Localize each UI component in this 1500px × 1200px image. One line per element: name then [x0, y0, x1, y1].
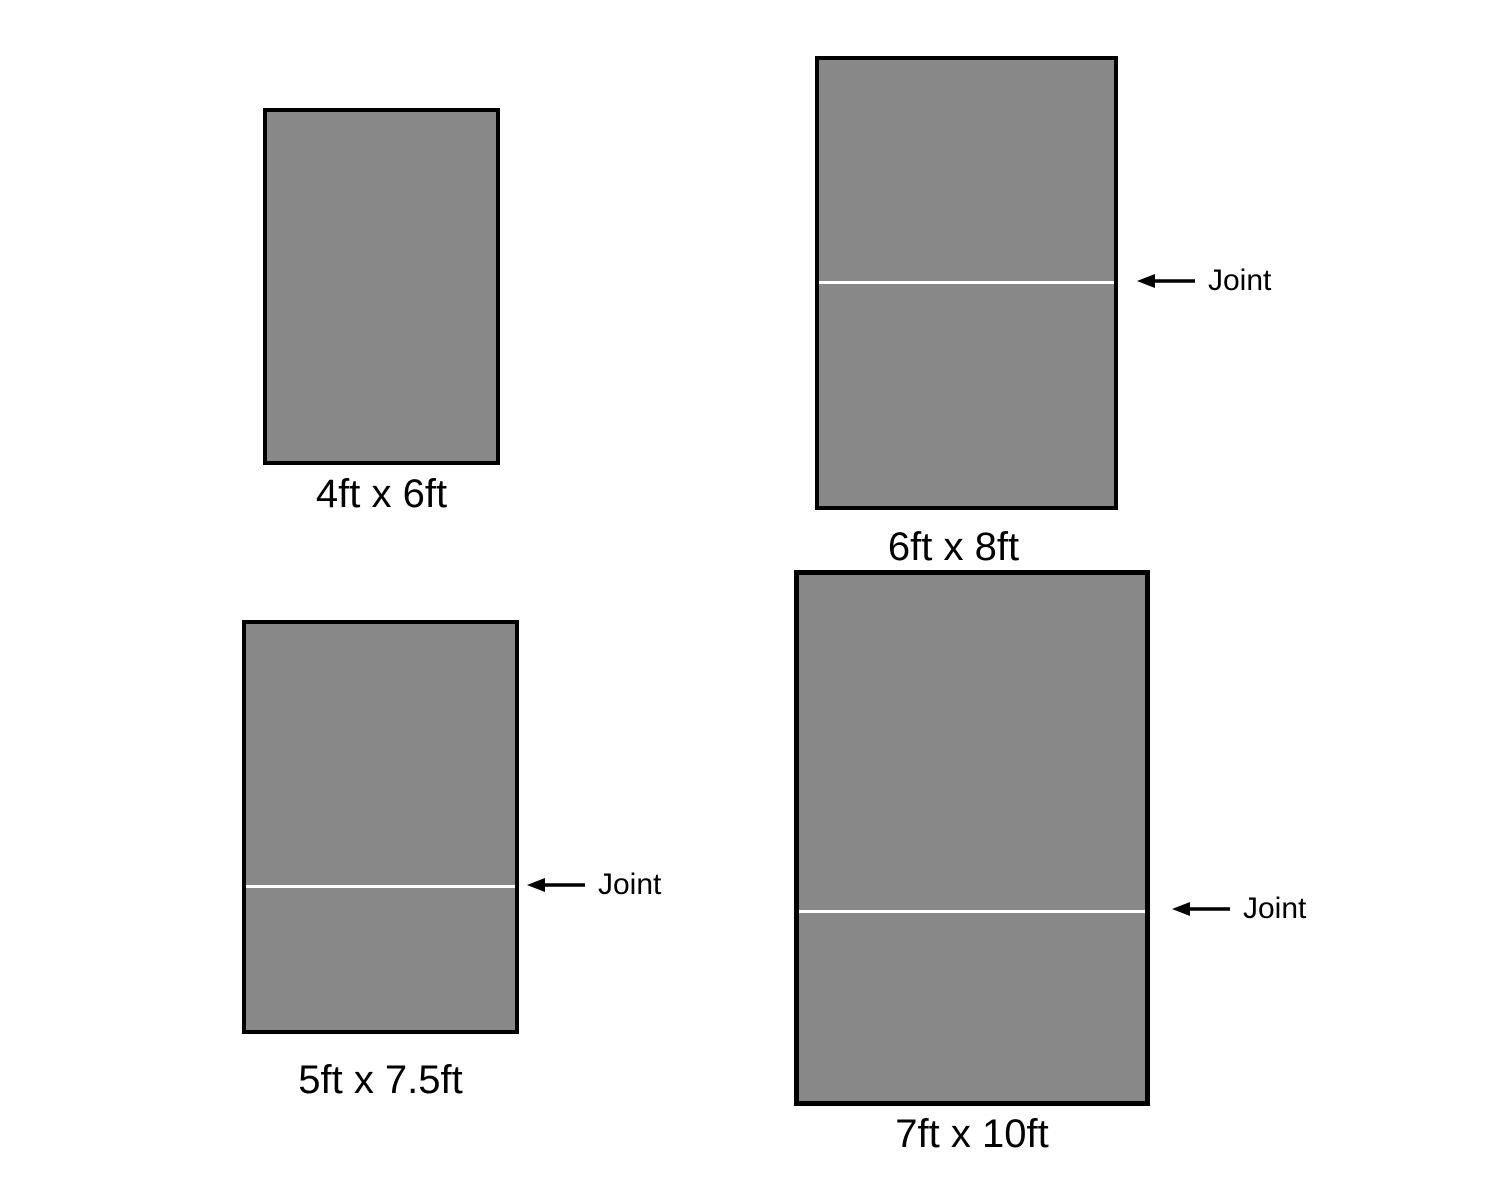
joint-annotation-5x7-5: Joint [527, 870, 661, 900]
joint-label: Joint [1243, 892, 1307, 925]
joint-line [246, 885, 515, 888]
rug-6x8-rect [815, 56, 1118, 510]
joint-label: Joint [1208, 264, 1272, 297]
arrow-left-icon [1137, 274, 1195, 288]
joint-line [799, 910, 1145, 913]
rug-5x7-5-label: 5ft x 7.5ft [298, 1058, 463, 1102]
joint-annotation-6x8: Joint [1137, 266, 1271, 296]
joint-annotation-7x10: Joint [1172, 894, 1306, 924]
rug-4x6-rect [263, 108, 500, 465]
rug-6x8-label: 6ft x 8ft [887, 525, 1020, 569]
arrow-left-icon [1172, 902, 1230, 916]
arrow-left-icon [527, 878, 585, 892]
joint-label: Joint [598, 868, 662, 901]
joint-line [819, 281, 1114, 284]
rug-7x10-rect [794, 570, 1150, 1106]
rug-7x10-label: 7ft x 10ft [895, 1112, 1049, 1156]
rug-4x6-label: 4ft x 6ft [315, 472, 448, 516]
rug-5x7-5-rect [242, 620, 519, 1034]
